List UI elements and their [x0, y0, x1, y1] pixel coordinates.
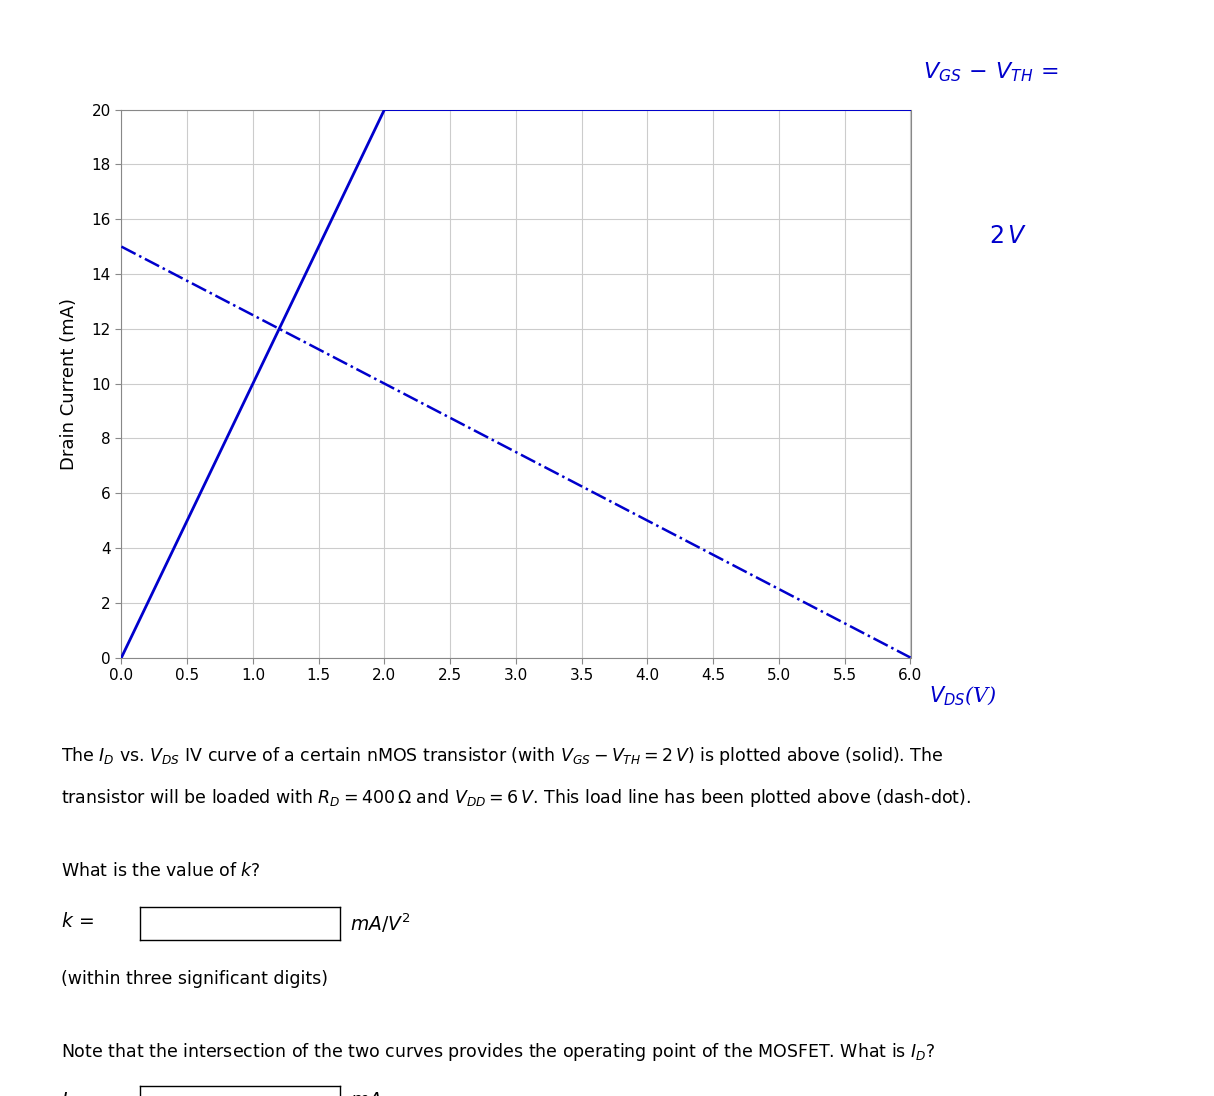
Text: The $I_D$ vs. $V_{DS}$ IV curve of a certain nMOS transistor (with $V_{GS} - V_{: The $I_D$ vs. $V_{DS}$ IV curve of a cer… — [61, 745, 943, 767]
Text: $V_{GS}$$\,-\,V_{TH}\,=$: $V_{GS}$$\,-\,V_{TH}\,=$ — [923, 60, 1059, 84]
Y-axis label: Drain Current (mA): Drain Current (mA) — [59, 298, 78, 469]
Text: $mA$: $mA$ — [350, 1091, 381, 1096]
Text: $mA/V^2$: $mA/V^2$ — [350, 912, 410, 935]
Text: $I_D\,=$: $I_D\,=$ — [61, 1091, 100, 1096]
Text: $2\,V$: $2\,V$ — [989, 225, 1028, 248]
Text: $k\,=$: $k\,=$ — [61, 912, 93, 931]
Text: What is the value of $k$?: What is the value of $k$? — [61, 861, 261, 880]
Text: $V_{DS}$(V): $V_{DS}$(V) — [929, 685, 997, 708]
Text: Note that the intersection of the two curves provides the operating point of the: Note that the intersection of the two cu… — [61, 1041, 935, 1063]
Text: transistor will be loaded with $R_D = 400\,\Omega$ and $V_{DD} = 6\,V$. This loa: transistor will be loaded with $R_D = 40… — [61, 787, 971, 809]
Text: (within three significant digits): (within three significant digits) — [61, 970, 328, 989]
